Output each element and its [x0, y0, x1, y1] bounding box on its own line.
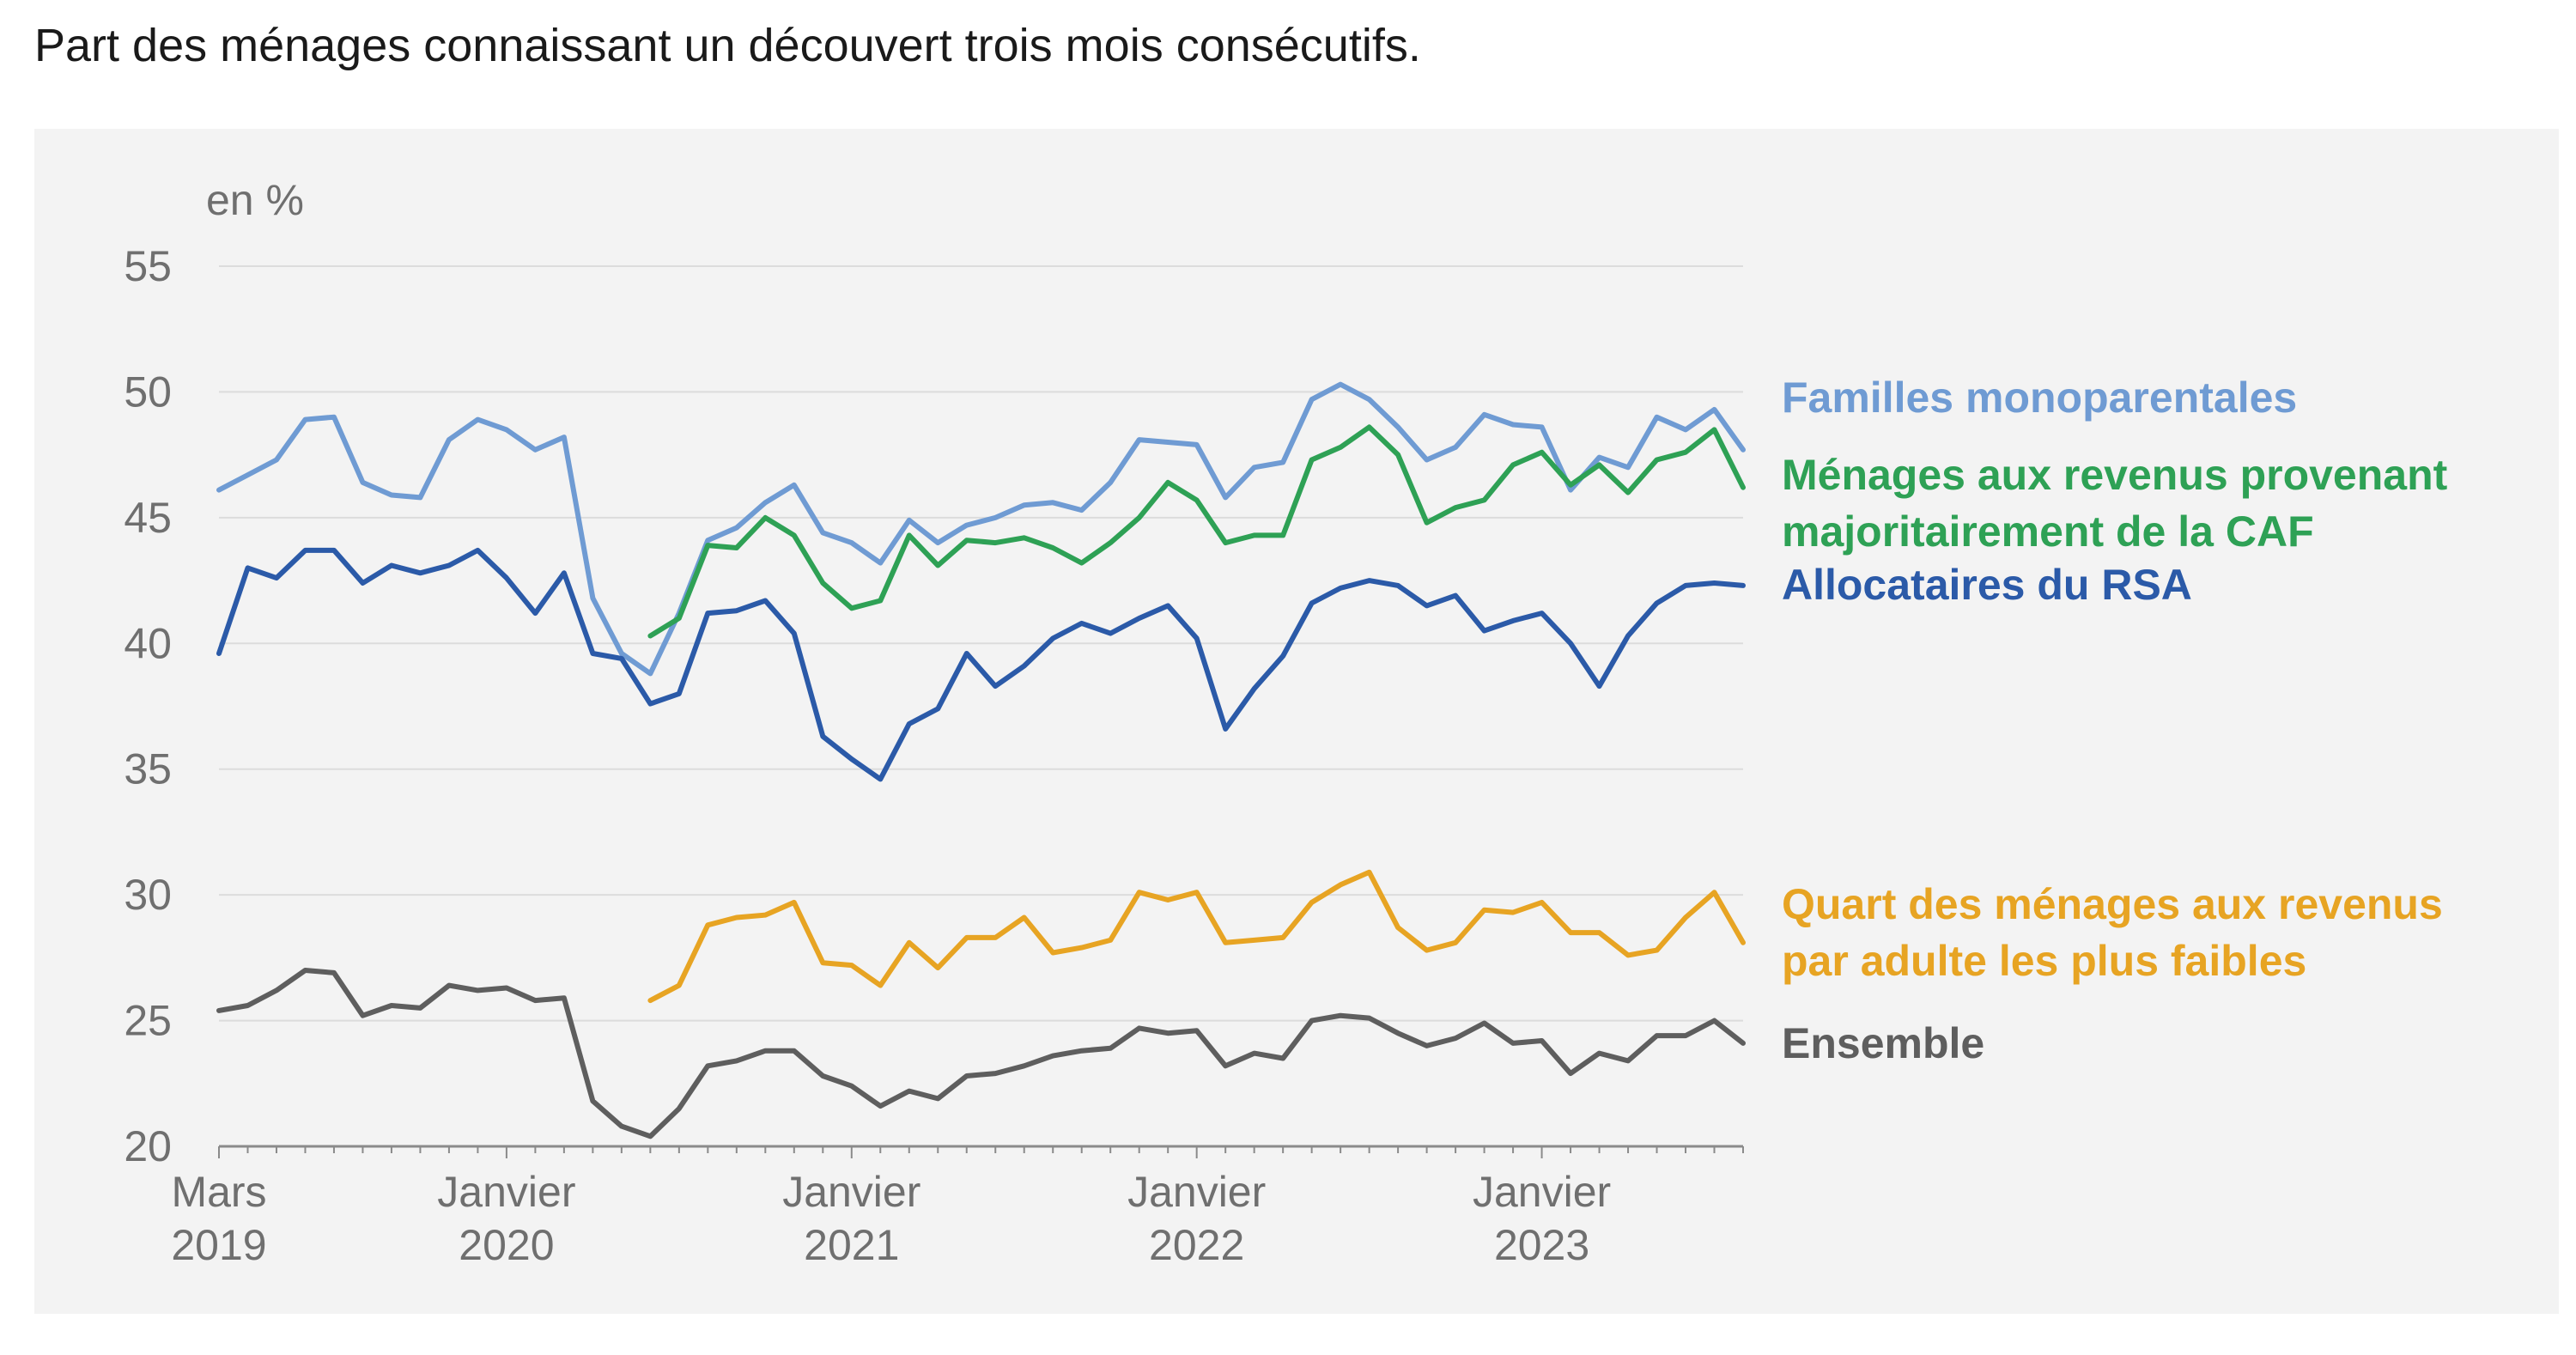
- series-line: [216, 381, 1746, 677]
- series-labels: Familles monoparentales Ménages aux reven…: [1782, 374, 2448, 1067]
- series-label: Familles monoparentales: [1782, 374, 2297, 422]
- x-tick-label: 2023: [1494, 1221, 1589, 1269]
- y-tick-label: 30: [124, 871, 172, 919]
- y-tick-label: 40: [124, 619, 172, 667]
- x-tick-label: Janvier: [1473, 1168, 1611, 1216]
- chart-panel: en % 20 25 30 35 40 45 50 55 Mars 2019 Janvier 2020 J…: [34, 129, 2559, 1314]
- series-label: par adulte les plus faibles: [1782, 937, 2306, 985]
- series-label: Ménages aux revenus provenant: [1782, 451, 2448, 499]
- series-line: [647, 424, 1746, 639]
- y-tick-label: 50: [124, 368, 172, 416]
- y-tick-label: 35: [124, 745, 172, 793]
- x-tick-label: 2019: [171, 1221, 266, 1269]
- x-axis: en % 20 25 30 35 40 45 50 55 Mars 2019 Janvier 2020 J…: [124, 176, 1744, 1269]
- series-line: [647, 869, 1746, 1004]
- page-title: Part des ménages connaissant un découver…: [34, 20, 1421, 71]
- y-tick-label: 25: [124, 997, 172, 1045]
- series-label: majoritairement de la CAF: [1782, 507, 2314, 556]
- series-line: [216, 547, 1746, 782]
- y-tick-label: 55: [124, 242, 172, 290]
- x-tick-label: Mars: [171, 1168, 266, 1216]
- series-lines: [216, 381, 1746, 1139]
- y-axis-unit-label: en %: [206, 176, 304, 224]
- y-tick-label: 20: [124, 1122, 172, 1170]
- x-tick-label: Janvier: [437, 1168, 575, 1216]
- x-tick-label: Janvier: [1127, 1168, 1266, 1216]
- x-tick-label: 2020: [459, 1221, 554, 1269]
- series-label: Ensemble: [1782, 1019, 1984, 1067]
- series-label: Allocataires du RSA: [1782, 561, 2192, 609]
- series-label: Quart des ménages aux revenus: [1782, 880, 2443, 928]
- x-tick-label: Janvier: [782, 1168, 920, 1216]
- x-tick-label: 2021: [804, 1221, 899, 1269]
- series-line: [216, 968, 1746, 1139]
- line-chart: en % 20 25 30 35 40 45 50 55 Mars 2019 Janvier 2020 J…: [124, 176, 2448, 1269]
- x-tick-label: 2022: [1149, 1221, 1244, 1269]
- y-tick-label: 45: [124, 494, 172, 542]
- gridlines: [219, 265, 1743, 1022]
